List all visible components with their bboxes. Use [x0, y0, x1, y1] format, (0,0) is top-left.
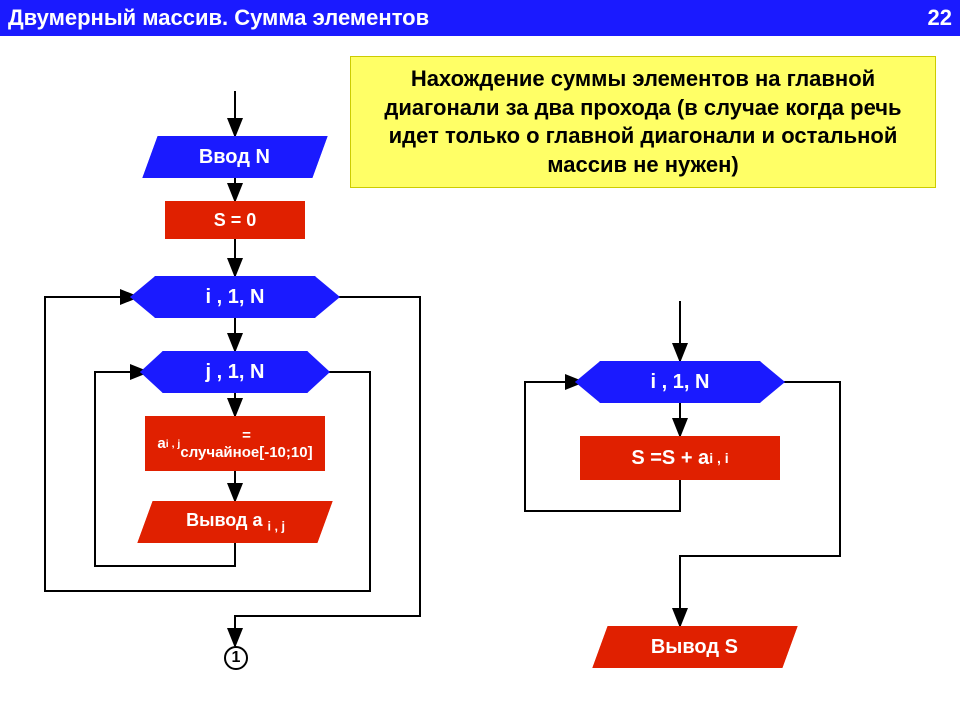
- slide-header: Двумерный массив. Сумма элементов 22: [0, 0, 960, 36]
- slide-title: Двумерный массив. Сумма элементов: [8, 5, 429, 31]
- node-outA: Вывод a i , j: [137, 501, 332, 543]
- slide-page-number: 22: [928, 5, 952, 31]
- node-conn1: 1: [224, 646, 248, 670]
- node-inputN: Ввод N: [142, 136, 327, 178]
- node-outS: Вывод S: [592, 626, 797, 668]
- description-text: Нахождение суммы элементов на главной ди…: [384, 66, 901, 177]
- edge-loopI1-exit: [235, 297, 420, 646]
- node-s0: S = 0: [165, 201, 305, 239]
- node-assign: a i , j=случайное[-10;10]: [145, 416, 325, 471]
- node-loopJ1: j , 1, N: [140, 351, 330, 393]
- description-box: Нахождение суммы элементов на главной ди…: [350, 56, 936, 188]
- edge-loopI2-exit: [680, 382, 840, 626]
- node-loopI2: i , 1, N: [575, 361, 785, 403]
- flowchart-canvas: Нахождение суммы элементов на главной ди…: [0, 36, 960, 720]
- node-loopI1: i , 1, N: [130, 276, 340, 318]
- node-sum: S =S + a i , i: [580, 436, 780, 480]
